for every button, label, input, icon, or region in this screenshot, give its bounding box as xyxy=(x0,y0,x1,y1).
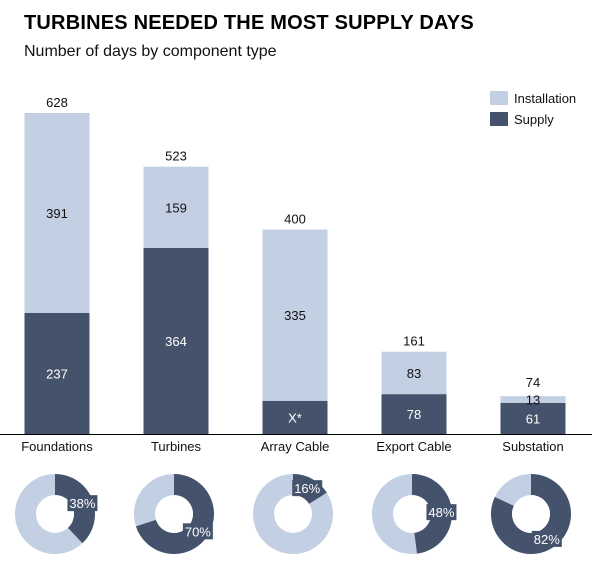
chart-title: TURBINES NEEDED THE MOST SUPPLY DAYS xyxy=(24,12,474,34)
legend-item-supply: Supply xyxy=(490,109,576,129)
bar-supply-2 xyxy=(262,400,328,434)
donut-label-bg-0 xyxy=(67,495,98,512)
data-label-installation-2: 335 xyxy=(284,308,306,323)
data-label-supply-3: 78 xyxy=(407,407,421,422)
x-tick-label-0: Foundations xyxy=(21,439,93,454)
data-label-total-4: 74 xyxy=(526,375,540,390)
data-label-total-1: 523 xyxy=(165,149,187,164)
x-tick-label-3: Export Cable xyxy=(376,439,451,454)
bar-installation-3 xyxy=(381,351,447,395)
data-label-total-3: 161 xyxy=(403,334,425,349)
data-label-supply-4: 61 xyxy=(526,411,540,426)
donut-label-4: 82% xyxy=(534,532,560,547)
bar-installation-2 xyxy=(262,229,328,401)
donut-label-bg-3 xyxy=(426,504,457,521)
data-label-installation-4: 13 xyxy=(526,392,540,407)
donut-label-bg-1 xyxy=(182,523,213,540)
data-label-installation-1: 159 xyxy=(165,200,187,215)
donut-label-bg-2 xyxy=(292,480,323,497)
data-label-supply-2: X* xyxy=(288,410,302,425)
donut-hole-0 xyxy=(36,495,74,533)
bar-supply-1 xyxy=(143,247,209,434)
data-label-total-0: 628 xyxy=(46,95,68,110)
legend-item-installation: Installation xyxy=(490,88,576,108)
bar-supply-3 xyxy=(381,394,447,434)
data-label-supply-1: 364 xyxy=(165,334,187,349)
legend-label-supply: Supply xyxy=(514,111,554,127)
bar-supply-4 xyxy=(500,402,566,434)
data-label-supply-0: 237 xyxy=(46,366,68,381)
donut-hole-4 xyxy=(512,495,550,533)
legend-swatch-supply xyxy=(490,112,508,126)
donut-label-0: 38% xyxy=(69,496,95,511)
donut-hole-3 xyxy=(393,495,431,533)
donut-label-2: 16% xyxy=(294,481,320,496)
legend: Installation Supply xyxy=(490,88,576,130)
legend-swatch-installation xyxy=(490,91,508,105)
bar-installation-4 xyxy=(500,396,566,403)
bar-installation-0 xyxy=(24,113,90,313)
x-tick-label-4: Substation xyxy=(502,439,563,454)
bar-installation-1 xyxy=(143,166,209,248)
donut-label-1: 70% xyxy=(185,524,211,539)
legend-label-installation: Installation xyxy=(514,90,577,106)
x-tick-label-2: Array Cable xyxy=(261,439,330,454)
data-label-installation-0: 391 xyxy=(46,206,68,221)
x-tick-label-1: Turbines xyxy=(151,439,202,454)
bar-supply-0 xyxy=(24,312,90,434)
data-label-total-2: 400 xyxy=(284,212,306,227)
data-label-installation-3: 83 xyxy=(407,366,421,381)
donut-hole-2 xyxy=(274,495,312,533)
donut-label-bg-4 xyxy=(531,530,562,547)
donut-label-3: 48% xyxy=(428,505,454,520)
chart-subtitle: Number of days by component type xyxy=(24,43,277,60)
